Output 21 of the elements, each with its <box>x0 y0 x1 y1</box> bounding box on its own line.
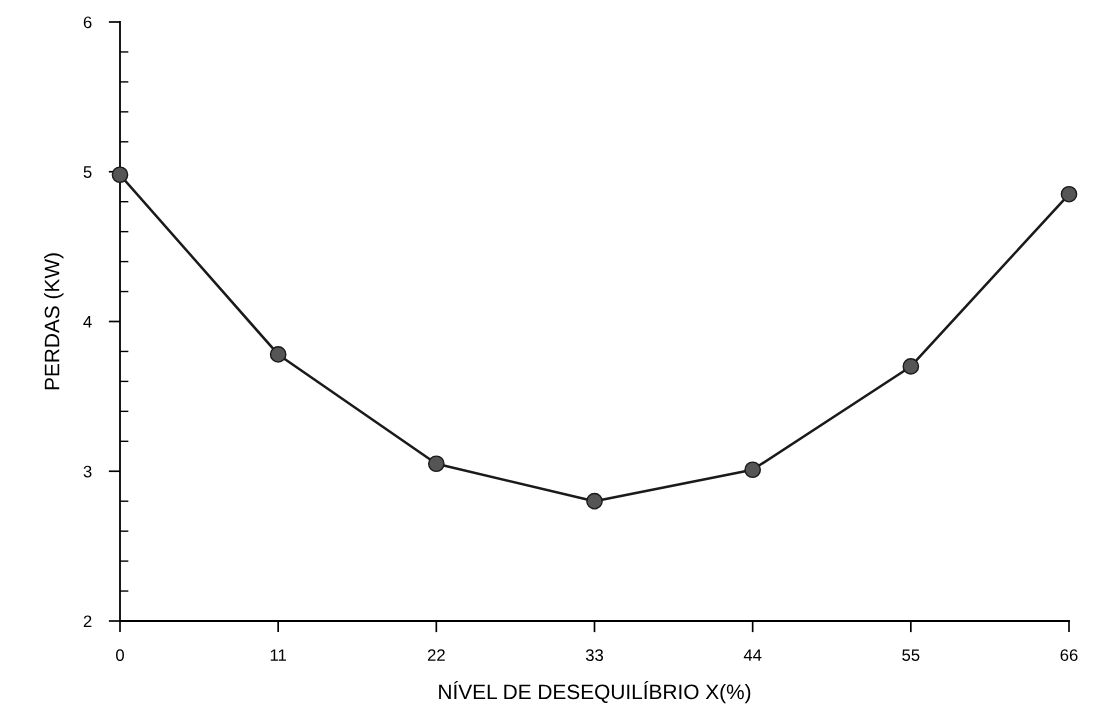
y-tick-label: 4 <box>83 316 92 328</box>
point <box>586 492 603 510</box>
x-tick-label: 0 <box>116 649 124 662</box>
y-tick-label: 5 <box>83 166 92 178</box>
y-axis-title: PERDAS (KW) <box>44 253 64 390</box>
point <box>427 455 445 473</box>
point <box>1060 185 1078 203</box>
x-axis-title: NÍVEL DE DESEQUILÍBRIO X(%) <box>439 680 751 704</box>
y-tick-label: 3 <box>83 465 92 478</box>
x-tick-label: 44 <box>743 649 762 661</box>
x-tick-label: 66 <box>1060 649 1078 662</box>
x-tick-label: 22 <box>427 649 445 661</box>
x-tick-label: 11 <box>270 649 287 661</box>
x-tick-label: 55 <box>902 649 920 662</box>
point <box>269 346 287 363</box>
point <box>744 461 762 479</box>
y-tick-label: 6 <box>83 16 92 29</box>
x-tick-label: 33 <box>585 649 604 662</box>
point <box>111 166 129 184</box>
point <box>902 358 920 375</box>
y-tick-label: 2 <box>83 615 92 628</box>
